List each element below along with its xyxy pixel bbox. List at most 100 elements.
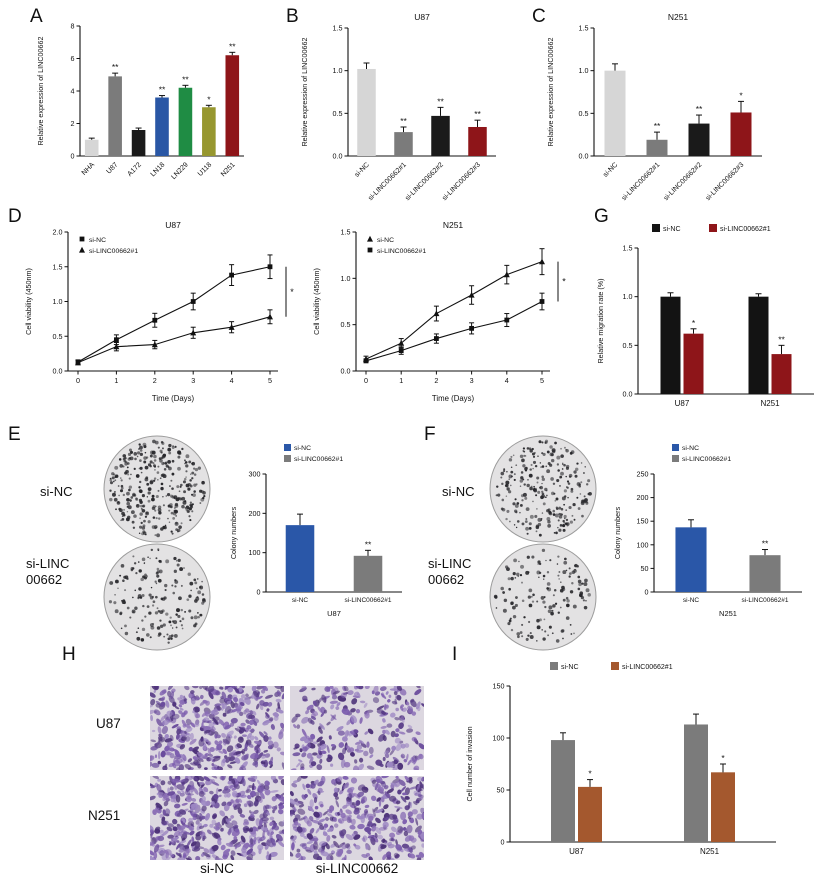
svg-text:si-LINC00662#2: si-LINC00662#2	[663, 161, 704, 202]
svg-text:1.5: 1.5	[333, 24, 343, 33]
colony-f-nc-label: si-NC	[442, 484, 475, 499]
svg-text:300: 300	[249, 470, 261, 479]
transwell-col-label-nc: si-NC	[200, 861, 234, 876]
panel-f-label: F	[424, 424, 437, 445]
svg-text:**: **	[654, 121, 661, 131]
svg-text:*: *	[207, 94, 211, 104]
svg-text:U87: U87	[675, 399, 690, 408]
svg-text:si-NC: si-NC	[682, 445, 699, 452]
svg-text:0.5: 0.5	[53, 332, 63, 341]
svg-text:5: 5	[540, 376, 544, 385]
svg-text:Colony numbers: Colony numbers	[229, 506, 238, 559]
svg-text:LN229: LN229	[170, 161, 190, 181]
svg-text:0.0: 0.0	[333, 152, 343, 161]
svg-text:0: 0	[501, 838, 505, 847]
svg-text:2.0: 2.0	[53, 228, 63, 237]
svg-text:Cell viability (450nm): Cell viability (450nm)	[312, 268, 321, 335]
svg-text:3: 3	[191, 376, 195, 385]
svg-text:*: *	[588, 769, 592, 779]
panel-c-bar-chart: 0.0 0.5 1.0 1.5 Relative expression of LINC0…	[544, 6, 784, 218]
svg-text:0.0: 0.0	[53, 367, 63, 376]
svg-text:*: *	[739, 90, 743, 100]
svg-text:si-NC: si-NC	[602, 161, 619, 178]
svg-text:6: 6	[71, 54, 75, 63]
svg-text:si-NC: si-NC	[89, 237, 106, 244]
svg-text:si-LINC00662#1: si-LINC00662#1	[622, 664, 673, 671]
svg-text:si-LINC00662#3: si-LINC00662#3	[705, 161, 746, 202]
svg-text:0: 0	[257, 588, 261, 597]
colony-e-plate-images	[92, 432, 222, 654]
svg-text:Time (Days): Time (Days)	[432, 394, 475, 403]
svg-text:2: 2	[71, 119, 75, 128]
svg-text:si-NC: si-NC	[377, 237, 394, 244]
svg-text:si-NC: si-NC	[683, 597, 700, 604]
svg-text:Relative expression of LINC006: Relative expression of LINC00662	[300, 37, 309, 146]
svg-text:1.0: 1.0	[579, 66, 589, 75]
svg-text:**: **	[437, 96, 444, 106]
svg-text:N251: N251	[668, 12, 689, 22]
svg-text:si-NC: si-NC	[292, 597, 309, 604]
svg-text:1.5: 1.5	[53, 262, 63, 271]
svg-text:U118: U118	[197, 161, 213, 177]
svg-text:100: 100	[249, 548, 261, 557]
transwell-u87-nc-image	[150, 686, 284, 770]
colony-e-si-label: si-LINC 00662	[26, 556, 70, 587]
panel-i-bar-chart: 0 50 100 150 Cell number of invasion * U87 * N25…	[462, 656, 792, 868]
colony-e-nc-label: si-NC	[40, 484, 73, 499]
svg-text:0: 0	[76, 376, 80, 385]
svg-text:si-LINC00662#1: si-LINC00662#1	[367, 161, 408, 202]
svg-text:**: **	[182, 74, 189, 84]
svg-text:0: 0	[71, 152, 75, 161]
svg-text:1.5: 1.5	[341, 228, 351, 237]
svg-text:**: **	[159, 85, 166, 95]
svg-text:si-LINC00662#3: si-LINC00662#3	[441, 161, 482, 202]
svg-text:*: *	[290, 287, 294, 297]
svg-text:U87: U87	[414, 12, 430, 22]
svg-text:Relative migration rate (%): Relative migration rate (%)	[596, 278, 605, 363]
svg-text:250: 250	[637, 470, 649, 479]
svg-text:100: 100	[493, 734, 505, 743]
svg-text:A172: A172	[126, 161, 143, 178]
svg-text:1.0: 1.0	[333, 66, 343, 75]
panel-a-bar-chart: 0 2 4 6 8 Relative expression of LINC00662 NHA…	[34, 10, 252, 202]
transwell-col-label-si: si-LINC00662	[315, 861, 399, 876]
svg-text:5: 5	[268, 376, 272, 385]
svg-text:si-LINC00662#1: si-LINC00662#1	[345, 597, 392, 604]
svg-text:si-LINC00662#1: si-LINC00662#1	[89, 248, 138, 255]
transwell-row-label-u87: U87	[96, 716, 121, 731]
svg-text:0.5: 0.5	[579, 109, 589, 118]
svg-text:U87: U87	[106, 161, 120, 175]
svg-text:si-LINC00662#2: si-LINC00662#2	[404, 161, 445, 202]
svg-text:150: 150	[637, 517, 649, 526]
panel-e-bar-chart: 0 100 200 300 Colony numbers si-NC ** si-LINC00…	[228, 438, 410, 638]
svg-text:si-NC: si-NC	[294, 445, 311, 452]
svg-text:1.0: 1.0	[623, 292, 633, 301]
svg-text:N251: N251	[220, 161, 237, 178]
panel-f-bar-chart: 0 50 100 150 200 250 Colony numbers si-NC ** si-L…	[612, 438, 812, 638]
transwell-row-label-n251: N251	[88, 808, 121, 823]
svg-text:N251: N251	[443, 220, 464, 230]
svg-text:200: 200	[637, 493, 649, 502]
panel-b-bar-chart: 0.0 0.5 1.0 1.5 Relative expression of LINC0…	[298, 6, 508, 218]
svg-text:50: 50	[641, 564, 649, 573]
svg-text:**: **	[112, 62, 119, 72]
svg-text:U87: U87	[569, 847, 584, 856]
panel-b-label: B	[286, 6, 300, 27]
transwell-n251-nc-image	[150, 776, 284, 860]
svg-text:Time (Days): Time (Days)	[152, 394, 195, 403]
svg-text:150: 150	[493, 682, 505, 691]
svg-text:4: 4	[71, 87, 75, 96]
transwell-u87-si-image	[290, 686, 424, 770]
svg-text:3: 3	[470, 376, 474, 385]
panel-a-label: A	[30, 6, 44, 27]
svg-text:Cell viability (450nm): Cell viability (450nm)	[24, 268, 33, 335]
svg-text:1.5: 1.5	[579, 24, 589, 33]
svg-text:200: 200	[249, 509, 261, 518]
svg-text:8: 8	[71, 22, 75, 31]
svg-text:**: **	[229, 41, 236, 51]
panel-e-label: E	[8, 424, 22, 445]
svg-text:100: 100	[637, 540, 649, 549]
transwell-n251-si-image	[290, 776, 424, 860]
svg-text:0.5: 0.5	[341, 320, 351, 329]
